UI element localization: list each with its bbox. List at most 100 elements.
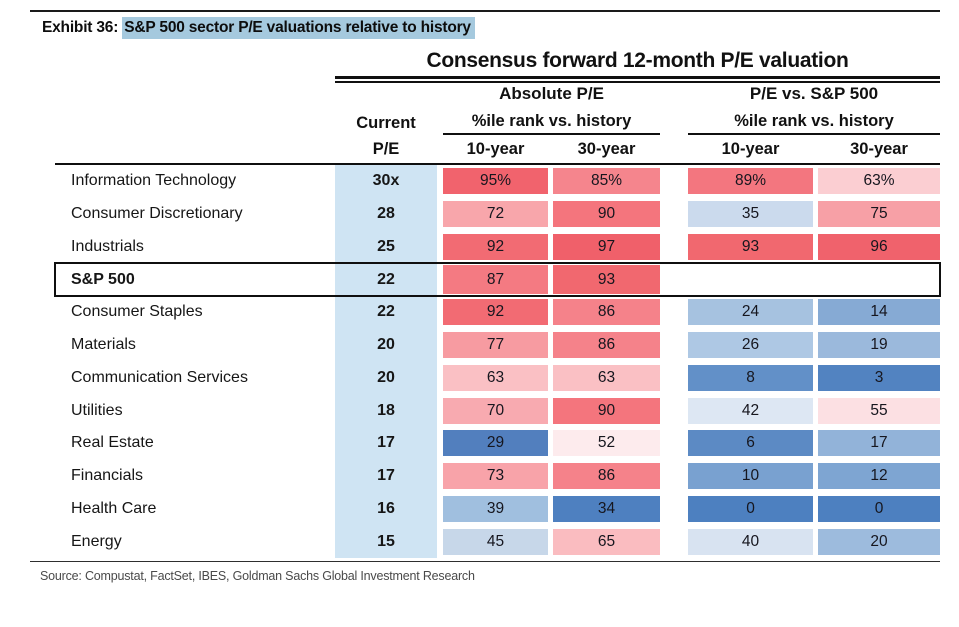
heatmap-cell-rel-10y: 8 [688, 362, 813, 395]
heatmap-cell-abs-10y: 29 [443, 427, 548, 460]
percentile-value: 24 [688, 299, 813, 326]
percentile-value: 92 [443, 233, 548, 260]
heatmap-cell-abs-10y: 70 [443, 394, 548, 427]
percentile-value: 6 [688, 430, 813, 457]
current-pe-value: 18 [335, 394, 437, 427]
sector-label: S&P 500 [71, 270, 135, 288]
percentile-value: 52 [553, 430, 660, 457]
percentile-value: 96 [818, 233, 940, 260]
col-header-abs-30y: 30-year [577, 140, 636, 158]
percentile-value: 63 [443, 364, 548, 391]
current-pe-header-line1: Current [356, 114, 416, 132]
heatmap-cell-abs-10y: 77 [443, 329, 548, 362]
heatmap-cell-abs-10y: 87 [443, 263, 548, 296]
percentile-value: 3 [818, 364, 940, 391]
table-header: Consensus forward 12-month P/E valuation… [55, 43, 940, 163]
heatmap-cell-rel-10y: 89% [688, 165, 813, 198]
table-row-sp500: S&P 500 22 87 93 [54, 262, 941, 297]
heatmap-cell-rel-10y: 35 [688, 198, 813, 231]
heatmap-cell-abs-30y: 63 [553, 362, 660, 395]
percentile-value: 95% [443, 168, 548, 195]
column-gap [660, 460, 688, 493]
percentile-value: 10 [688, 463, 813, 490]
current-pe-value: 17 [335, 427, 437, 460]
percentile-value: 12 [818, 463, 940, 490]
table-row: Financials 17 73 86 10 12 [55, 459, 940, 493]
col-header-abs-10y: 10-year [466, 140, 525, 158]
heatmap-cell-rel-30y: 0 [818, 493, 940, 526]
heatmap-cell-abs-30y: 93 [553, 263, 660, 296]
heatmap-cell-abs-30y: 90 [553, 198, 660, 231]
heatmap-cell-abs-30y: 65 [553, 525, 660, 558]
heatmap-cell-abs-30y: 86 [553, 296, 660, 329]
percentile-value: 63 [553, 364, 660, 391]
heatmap-cell-rel-10y: 6 [688, 427, 813, 460]
exhibit-page: { "exhibit": { "prefix": "Exhibit 36:", … [0, 10, 959, 627]
heatmap-cell-abs-30y: 85% [553, 165, 660, 198]
table-row: Industrials 25 92 97 93 96 [55, 230, 940, 264]
pct-rank-header-relative: %ile rank vs. history [688, 112, 940, 135]
column-gap [660, 394, 688, 427]
column-gap [660, 165, 688, 198]
heatmap-cell-rel-30y: 14 [818, 296, 940, 329]
current-pe-value: 17 [335, 459, 437, 493]
current-pe-value: 22 [335, 263, 437, 296]
heatmap-cell-abs-10y: 95% [443, 165, 548, 198]
heatmap-cell-rel-30y: 3 [818, 362, 940, 395]
column-gap [660, 362, 688, 395]
percentile-value: 8 [688, 364, 813, 391]
top-divider [30, 10, 940, 12]
heatmap-cell-rel-10y: 0 [688, 493, 813, 526]
group-header-absolute-pe: Absolute P/E [499, 84, 604, 103]
percentile-value: 0 [688, 495, 813, 522]
current-pe-value: 20 [335, 328, 437, 362]
heatmap-cell-abs-10y: 92 [443, 231, 548, 264]
current-pe-value: 16 [335, 492, 437, 526]
heatmap-cell-abs-10y: 72 [443, 198, 548, 231]
percentile-value: 17 [818, 430, 940, 457]
heatmap-cell-rel-10y: 26 [688, 329, 813, 362]
heatmap-cell-rel-30y: 63% [818, 165, 940, 198]
percentile-value: 86 [553, 299, 660, 326]
heatmap-cell-abs-10y: 39 [443, 493, 548, 526]
heatmap-cell-rel-30y: 55 [818, 394, 940, 427]
percentile-value: 86 [553, 332, 660, 359]
percentile-value: 63% [818, 168, 940, 195]
heatmap-cell-abs-10y: 45 [443, 525, 548, 558]
pe-valuation-table: Consensus forward 12-month P/E valuation… [30, 43, 941, 583]
heatmap-cell-rel-30y: 12 [818, 460, 940, 493]
percentile-value: 14 [818, 299, 940, 326]
column-gap [660, 198, 688, 231]
percentile-value: 35 [688, 201, 813, 228]
sector-label: Industrials [71, 237, 144, 255]
sector-label: Materials [71, 336, 136, 354]
heatmap-cell-rel-30y [818, 263, 940, 296]
current-pe-value: 20 [335, 361, 437, 395]
heatmap-cell-abs-30y: 86 [553, 460, 660, 493]
percentile-value: 97 [553, 233, 660, 260]
sector-label: Communication Services [71, 368, 248, 386]
heatmap-cell-rel-10y: 24 [688, 296, 813, 329]
current-pe-header-line2: P/E [372, 140, 400, 158]
sector-label: Health Care [71, 499, 157, 517]
percentile-value: 92 [443, 299, 548, 326]
heatmap-cell-rel-30y: 19 [818, 329, 940, 362]
sector-label: Utilities [71, 401, 123, 419]
percentile-value: 72 [443, 201, 548, 228]
table-body: Information Technology 30x 95% 85% 89% 63% Con… [54, 163, 941, 558]
table-row: Materials 20 77 86 26 19 [55, 328, 940, 362]
heatmap-cell-rel-10y: 93 [688, 231, 813, 264]
column-gap [660, 263, 688, 296]
column-gap [660, 296, 688, 329]
percentile-value: 89% [688, 168, 813, 195]
heatmap-cell-rel-10y [688, 263, 813, 296]
group-header-pe-vs-sp500: P/E vs. S&P 500 [749, 84, 879, 103]
heatmap-cell-abs-10y: 92 [443, 296, 548, 329]
heatmap-cell-abs-30y: 90 [553, 394, 660, 427]
heatmap-cell-rel-10y: 10 [688, 460, 813, 493]
current-pe-value: 25 [335, 230, 437, 264]
percentile-value: 0 [818, 495, 940, 522]
heatmap-cell-rel-30y: 20 [818, 525, 940, 558]
sector-label: Consumer Discretionary [71, 205, 243, 223]
percentile-value: 45 [443, 528, 548, 555]
